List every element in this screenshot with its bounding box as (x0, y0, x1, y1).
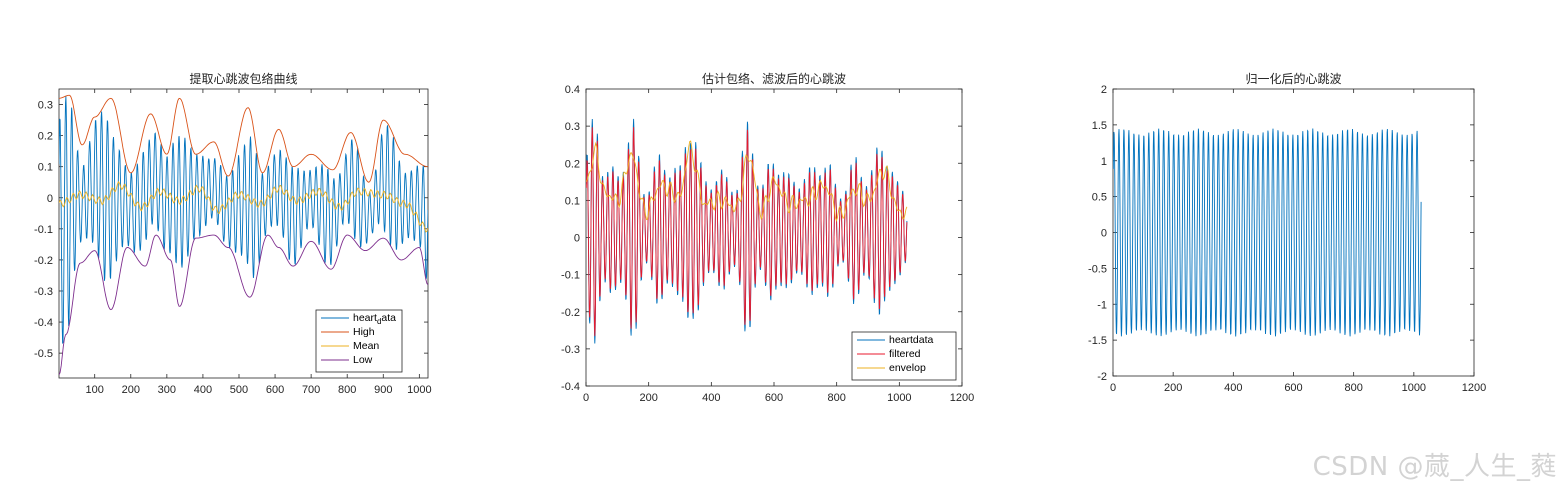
legend-label: heartdata (889, 334, 934, 346)
series-normalized (1113, 128, 1422, 337)
y-tick-label: -0.5 (34, 348, 53, 360)
x-tick-label: 400 (1224, 382, 1242, 394)
x-tick-label: 1000 (1402, 382, 1426, 394)
y-tick-label: 0.2 (565, 158, 580, 170)
x-tick-label: 700 (302, 384, 320, 396)
chart-title: 估计包络、滤波后的心跳波 (702, 71, 846, 86)
y-tick-label: 2 (1101, 84, 1107, 96)
x-tick-label: 1200 (1462, 382, 1486, 394)
csdn-watermark: CSDN @蒇_人生_蕤 (1312, 452, 1557, 482)
y-tick-label: -0.1 (561, 270, 580, 282)
y-tick-label: 0.4 (565, 84, 580, 96)
series-group (586, 118, 908, 344)
x-tick-label: 600 (1284, 382, 1302, 394)
legend-label: Low (353, 354, 373, 366)
x-tick-label: 200 (1164, 382, 1182, 394)
x-tick-label: 300 (158, 384, 176, 396)
y-tick-label: -0.4 (561, 381, 580, 393)
legend-label: heartdata (353, 312, 396, 326)
x-tick-label: 0 (583, 392, 589, 404)
y-tick-label: 0.2 (38, 131, 53, 143)
y-tick-label: -0.1 (34, 224, 53, 236)
x-tick-label: 900 (374, 384, 392, 396)
legend-label: High (353, 326, 375, 338)
x-tick-label: 400 (194, 384, 212, 396)
x-tick-label: 500 (230, 384, 248, 396)
y-tick-label: 0.1 (38, 162, 53, 174)
y-tick-label: -0.2 (561, 307, 580, 319)
x-tick-label: 600 (266, 384, 284, 396)
series-heart-data (59, 96, 428, 344)
y-tick-label: 1.5 (1092, 120, 1107, 132)
y-tick-label: -0.5 (1088, 263, 1107, 275)
legend-label: envelop (889, 362, 926, 374)
legend-box (315, 309, 403, 373)
y-tick-label: 0 (574, 233, 580, 245)
y-tick-label: -0.3 (34, 286, 53, 298)
series-group (1113, 128, 1422, 337)
y-tick-label: -0.2 (34, 255, 53, 267)
y-tick-label: 0.3 (565, 121, 580, 133)
y-tick-label: -2 (1097, 371, 1107, 383)
y-tick-label: 0 (47, 193, 53, 205)
y-tick-label: 0.3 (38, 100, 53, 112)
chart-title: 归一化后的心跳波 (1245, 71, 1341, 86)
series-filtered (586, 127, 908, 337)
x-tick-label: 400 (702, 392, 720, 404)
x-tick-label: 1000 (407, 384, 431, 396)
y-tick-label: -0.4 (34, 317, 53, 329)
series-group (59, 94, 428, 376)
chart-3: 0 200 400 600 800 1000 1200 -2 -1.5 -1 -0.5 0 0.5 1 1.… (1088, 71, 1486, 394)
x-tick-label: 200 (122, 384, 140, 396)
x-tick-label: 200 (639, 392, 657, 404)
y-tick-label: 0.5 (1092, 192, 1107, 204)
series-envelop (586, 140, 908, 222)
x-tick-label: 100 (86, 384, 104, 396)
x-tick-label: 1000 (887, 392, 911, 404)
series-high (59, 94, 428, 183)
y-tick-label: 0 (1101, 228, 1107, 240)
x-tick-label: 800 (338, 384, 356, 396)
series-mean (59, 180, 428, 233)
legend-label: filtered (889, 348, 921, 360)
x-tick-label: 800 (827, 392, 845, 404)
y-tick-label: -1 (1097, 299, 1107, 311)
y-tick-label: -0.3 (561, 344, 580, 356)
x-tick-label: 600 (765, 392, 783, 404)
series-low (59, 234, 428, 376)
y-tick-label: -1.5 (1088, 335, 1107, 347)
chart-2: 0 200 400 600 800 1000 1200 -0.4 -0.3 -0.2 -0.1 0 0.… (561, 71, 974, 404)
chart-title: 提取心跳波包络曲线 (189, 71, 297, 86)
chart-1: 100 200 300 400 500 600 700 800 900 1000 -0.5 -0.4 -… (34, 71, 432, 396)
legend: heartdata filtered envelop (851, 331, 957, 381)
x-tick-label: 1200 (950, 392, 974, 404)
legend-label: Mean (353, 340, 379, 352)
x-tick-label: 800 (1344, 382, 1362, 394)
x-tick-label: 0 (1110, 382, 1116, 394)
y-tick-label: 1 (1101, 156, 1107, 168)
y-tick-label: 0.1 (565, 195, 580, 207)
